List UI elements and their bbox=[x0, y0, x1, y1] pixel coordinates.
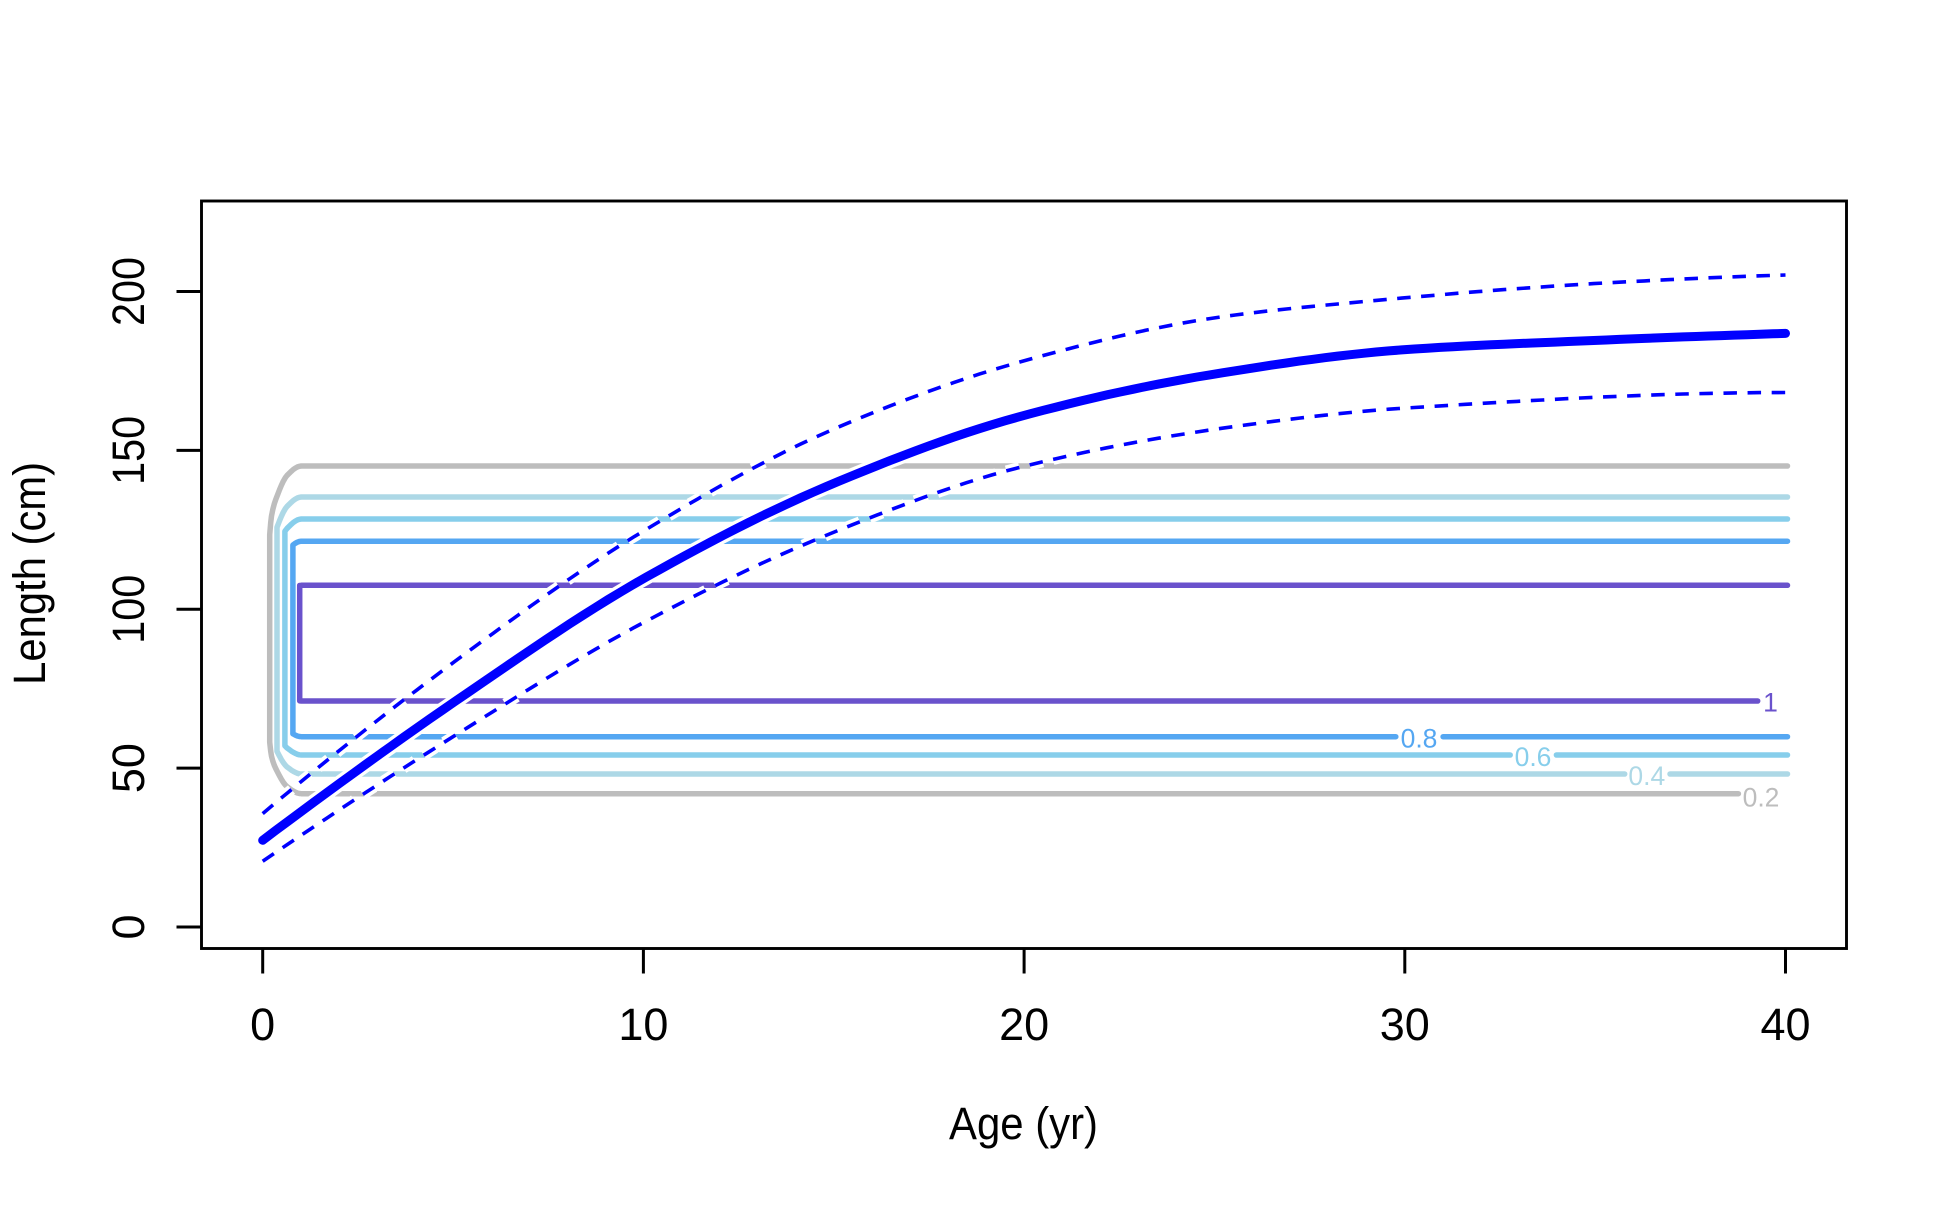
svg-text:10: 10 bbox=[618, 999, 668, 1050]
svg-text:0.2: 0.2 bbox=[1743, 783, 1780, 813]
svg-text:150: 150 bbox=[103, 416, 154, 485]
svg-text:Age (yr): Age (yr) bbox=[949, 1098, 1098, 1149]
svg-text:1: 1 bbox=[1763, 688, 1778, 718]
svg-text:0.8: 0.8 bbox=[1401, 724, 1438, 754]
svg-text:0: 0 bbox=[250, 999, 275, 1050]
svg-text:0.4: 0.4 bbox=[1628, 761, 1665, 791]
svg-text:50: 50 bbox=[103, 743, 154, 793]
svg-text:Length (cm): Length (cm) bbox=[4, 462, 55, 685]
svg-text:30: 30 bbox=[1380, 999, 1430, 1050]
svg-text:0.6: 0.6 bbox=[1515, 742, 1552, 772]
svg-text:0: 0 bbox=[103, 914, 154, 939]
svg-text:20: 20 bbox=[999, 999, 1049, 1050]
svg-text:100: 100 bbox=[103, 575, 154, 644]
svg-text:40: 40 bbox=[1760, 999, 1810, 1050]
svg-text:200: 200 bbox=[103, 257, 154, 326]
